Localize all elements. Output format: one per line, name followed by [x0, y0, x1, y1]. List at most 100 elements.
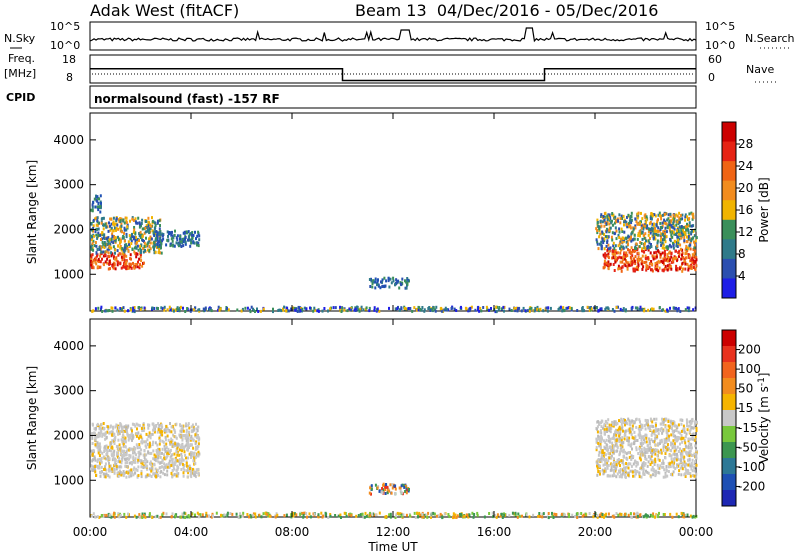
power-cell	[341, 306, 344, 310]
velocity-cell	[682, 424, 685, 428]
velocity-cell	[382, 483, 385, 487]
power-cell	[661, 308, 664, 312]
velocity-cell	[596, 427, 598, 431]
velocity-cell	[97, 433, 100, 437]
velocity-cell	[152, 428, 155, 432]
velocity-cell	[109, 464, 112, 468]
power-cell	[98, 206, 101, 210]
power-cell	[91, 203, 94, 207]
velocity-cell	[640, 475, 643, 479]
power-cell	[667, 217, 670, 221]
velocity-cell	[652, 439, 655, 443]
velocity-cell	[170, 437, 173, 441]
power-cell	[614, 260, 617, 264]
power-cell	[285, 309, 288, 313]
velocity-cell	[276, 513, 279, 517]
velocity-cell	[100, 456, 103, 460]
velocity-cell	[651, 431, 654, 435]
power-cell	[639, 305, 642, 309]
velocity-cell	[668, 438, 671, 442]
velocity-cell	[371, 512, 374, 516]
power-cell	[654, 227, 657, 230]
velocity-cell	[452, 512, 455, 516]
velocity-cell	[654, 436, 657, 440]
power-cell	[159, 246, 162, 250]
velocity-cell	[622, 448, 625, 452]
velocity-cell	[189, 453, 192, 457]
velocity-cell	[370, 492, 372, 496]
power-cell	[114, 236, 117, 240]
power-cell	[611, 212, 614, 215]
power-cell	[644, 241, 646, 245]
velocity-cell	[162, 440, 165, 444]
power-cell	[570, 308, 573, 312]
power-cell	[125, 266, 128, 270]
power-cell	[148, 237, 151, 241]
velocity-cell	[473, 513, 476, 516]
power-cell	[667, 245, 670, 249]
power-cell	[615, 237, 618, 241]
velocity-cell	[476, 511, 479, 515]
power-cell	[120, 255, 123, 259]
velocity-cell	[514, 513, 517, 517]
power-cell	[400, 282, 403, 286]
velocity-cell	[177, 472, 180, 476]
velocity-cell	[137, 431, 140, 435]
power-cell	[126, 225, 129, 229]
power-cell	[626, 215, 628, 219]
power-cell	[340, 310, 343, 313]
velocity-cell	[103, 432, 106, 436]
power-cell	[123, 258, 126, 262]
velocity-colorbar-label: -50	[738, 440, 758, 454]
velocity-cell	[186, 448, 189, 452]
power-cell	[687, 268, 690, 272]
power-cell	[686, 235, 688, 239]
power-cell	[645, 268, 648, 272]
velocity-cell	[644, 418, 647, 422]
velocity-cell	[110, 515, 113, 519]
velocity-cell	[599, 458, 602, 462]
power-cell	[121, 230, 123, 234]
velocity-cell	[135, 434, 138, 438]
velocity-cell	[693, 425, 696, 429]
velocity-cell	[130, 468, 133, 472]
velocity-cell	[677, 430, 680, 434]
power-cell	[92, 258, 95, 262]
power-cell	[149, 241, 152, 245]
velocity-cell	[124, 440, 127, 444]
power-cell	[666, 264, 669, 268]
station-title: Adak West (fitACF)	[90, 1, 239, 20]
velocity-cell	[640, 453, 643, 457]
velocity-cell	[690, 446, 693, 450]
velocity-cell	[158, 439, 161, 443]
power-cell	[122, 248, 125, 252]
power-cell	[608, 213, 611, 217]
velocity-cell	[692, 437, 695, 441]
power-cell	[447, 308, 450, 312]
velocity-cell	[149, 443, 151, 447]
power-cell	[130, 242, 133, 245]
power-cell	[395, 278, 398, 282]
power-cell	[616, 219, 619, 223]
power-cell	[618, 255, 621, 259]
nsky-label: N.Sky	[4, 32, 36, 45]
power-cell	[131, 248, 134, 251]
power-cell	[695, 256, 698, 260]
velocity-cell	[599, 430, 602, 434]
velocity-cell	[638, 425, 641, 428]
velocity-cell	[183, 511, 186, 515]
power-cell	[637, 256, 640, 259]
power-cell	[246, 306, 249, 310]
power-cell	[649, 245, 651, 249]
velocity-cell	[143, 464, 146, 468]
velocity-cell	[667, 420, 670, 423]
power-cell	[624, 264, 627, 268]
power-cell	[664, 222, 667, 225]
power-cell	[126, 247, 129, 251]
power-cell	[100, 238, 102, 241]
velocity-cell	[248, 515, 250, 519]
power-cell	[631, 259, 634, 263]
velocity-cell	[660, 440, 663, 444]
velocity-cell	[645, 440, 648, 444]
velocity-cell	[122, 474, 125, 478]
